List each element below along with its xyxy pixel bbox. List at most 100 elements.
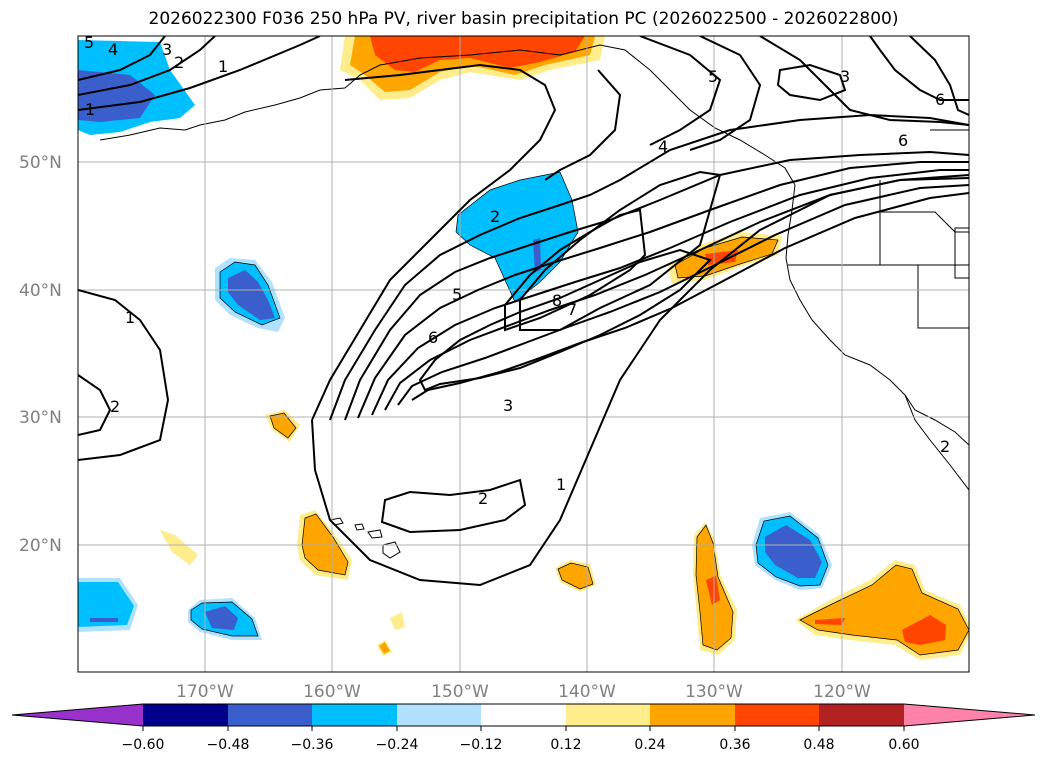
- shading-outline: [557, 562, 594, 590]
- hawaii-island: [382, 541, 401, 559]
- shading-outline: [695, 524, 734, 651]
- colorbar-label: 0.12: [550, 737, 581, 753]
- shading-outline: [190, 601, 259, 637]
- colorbar-label: −0.12: [460, 737, 503, 753]
- contour-label: 8: [552, 291, 562, 310]
- lat-label-30n: 30°N: [19, 408, 62, 428]
- positive-anomaly-core: [558, 563, 593, 589]
- pv-contour-top: [759, 36, 969, 126]
- pv-contour-top: [909, 36, 969, 116]
- colorbar-segment: [819, 704, 904, 726]
- hawaii-island: [367, 529, 383, 539]
- pv-contour-inner: [519, 170, 722, 331]
- pv-contour-7: [384, 174, 969, 411]
- shading-outline: [269, 412, 297, 439]
- positive-anomaly-region: [160, 530, 198, 565]
- alaska-coast: [99, 87, 346, 141]
- lon-label-160w: 160°W: [303, 682, 361, 702]
- colorbar-label: −0.60: [122, 737, 165, 753]
- precip-shading: [78, 36, 969, 660]
- colorbar-label: 0.24: [634, 737, 665, 753]
- contour-label: 6: [898, 131, 908, 150]
- shading-outline: [301, 513, 349, 576]
- contour-label: 5: [452, 285, 462, 304]
- contour-label: 6: [935, 90, 945, 109]
- border-line: [917, 265, 969, 329]
- positive-anomaly-peak: [902, 615, 946, 645]
- colorbar-segment: [397, 704, 481, 726]
- lon-label-150w: 150°W: [431, 682, 489, 702]
- pv-contour-1: [78, 289, 170, 461]
- lon-label-130w: 130°W: [685, 682, 743, 702]
- colorbar-segment: [650, 704, 735, 726]
- pv-contour-top: [78, 36, 321, 111]
- border-line: [880, 211, 969, 233]
- colorbar: −0.60 −0.48 −0.36 −0.24 −0.12 0.12 0.24 …: [11, 703, 1036, 753]
- colorbar-label: −0.36: [291, 737, 334, 753]
- colorbar-label: −0.24: [376, 737, 419, 753]
- colorbar-segment: [735, 704, 819, 726]
- negative-anomaly-core: [533, 238, 541, 272]
- contour-label: 1: [85, 100, 95, 119]
- pv-contour-inner: [418, 248, 712, 392]
- contour-label: 4: [108, 40, 118, 59]
- map-panel: 5 4 3 2 1 5 3 6 1 4 6 2 5 6 8 7 3 1 2 2 …: [78, 33, 969, 672]
- contour-label: 3: [840, 67, 850, 86]
- colorbar-segment: [566, 704, 650, 726]
- contour-label: 3: [162, 40, 172, 59]
- contour-label: 3: [503, 396, 513, 415]
- precip-outlines: [190, 171, 969, 656]
- shading-outline: [455, 171, 579, 303]
- contour-label: 2: [940, 437, 950, 456]
- pv-contour-4: [344, 150, 969, 421]
- map-title: 2026022300 F036 250 hPa PV, river basin …: [148, 9, 899, 29]
- colorbar-label: 0.60: [888, 737, 919, 753]
- contour-label: 6: [428, 328, 438, 347]
- lat-label-50n: 50°N: [19, 153, 62, 173]
- negative-anomaly-core: [228, 270, 275, 320]
- pv-contour-top: [869, 36, 969, 101]
- positive-anomaly-peak: [706, 576, 720, 605]
- contour-label: 5: [708, 67, 718, 86]
- lat-label-40n: 40°N: [19, 281, 62, 301]
- contour-label: 7: [567, 300, 577, 319]
- colorbar-label: −0.48: [207, 737, 250, 753]
- lon-label-170w: 170°W: [176, 682, 234, 702]
- map-frame: [77, 35, 970, 673]
- pv-contour-top: [689, 36, 762, 151]
- colorbar-segment: [481, 704, 566, 726]
- shading-outline: [755, 515, 829, 587]
- contour-label: 4: [658, 137, 668, 156]
- positive-anomaly-core: [270, 413, 296, 438]
- hawaii-island: [354, 523, 365, 531]
- lon-label-140w: 140°W: [558, 682, 616, 702]
- shading-outline: [219, 261, 281, 326]
- pv-contour-1: [311, 177, 969, 587]
- contour-label: 1: [218, 57, 228, 76]
- colorbar-segment: [143, 704, 228, 726]
- contour-label: 2: [174, 53, 184, 72]
- negative-anomaly-region: [456, 172, 578, 302]
- negative-anomaly-core: [90, 618, 118, 622]
- pv-contour-8: [397, 184, 969, 406]
- colorbar-segment: [228, 704, 312, 726]
- pv-contour-2: [78, 374, 112, 436]
- pv-contour-1: [311, 63, 557, 421]
- pv-contours: [78, 36, 969, 587]
- pv-contour-6: [371, 169, 969, 416]
- pv-contour-9: [411, 192, 969, 401]
- contour-label: 2: [110, 397, 120, 416]
- positive-anomaly-core: [379, 642, 390, 654]
- alaska-coast: [344, 44, 796, 186]
- pv-contour-top: [78, 36, 216, 96]
- pv-contour-inner: [504, 208, 647, 332]
- positive-anomaly-region: [390, 612, 405, 630]
- positive-anomaly-peak: [815, 618, 845, 625]
- contour-label: 2: [478, 489, 488, 508]
- colorbar-segment: [312, 704, 397, 726]
- contour-label: 5: [84, 33, 94, 52]
- pv-contour-top: [78, 36, 166, 81]
- lon-label-120w: 120°W: [813, 682, 871, 702]
- colorbar-ticks: [142, 726, 905, 731]
